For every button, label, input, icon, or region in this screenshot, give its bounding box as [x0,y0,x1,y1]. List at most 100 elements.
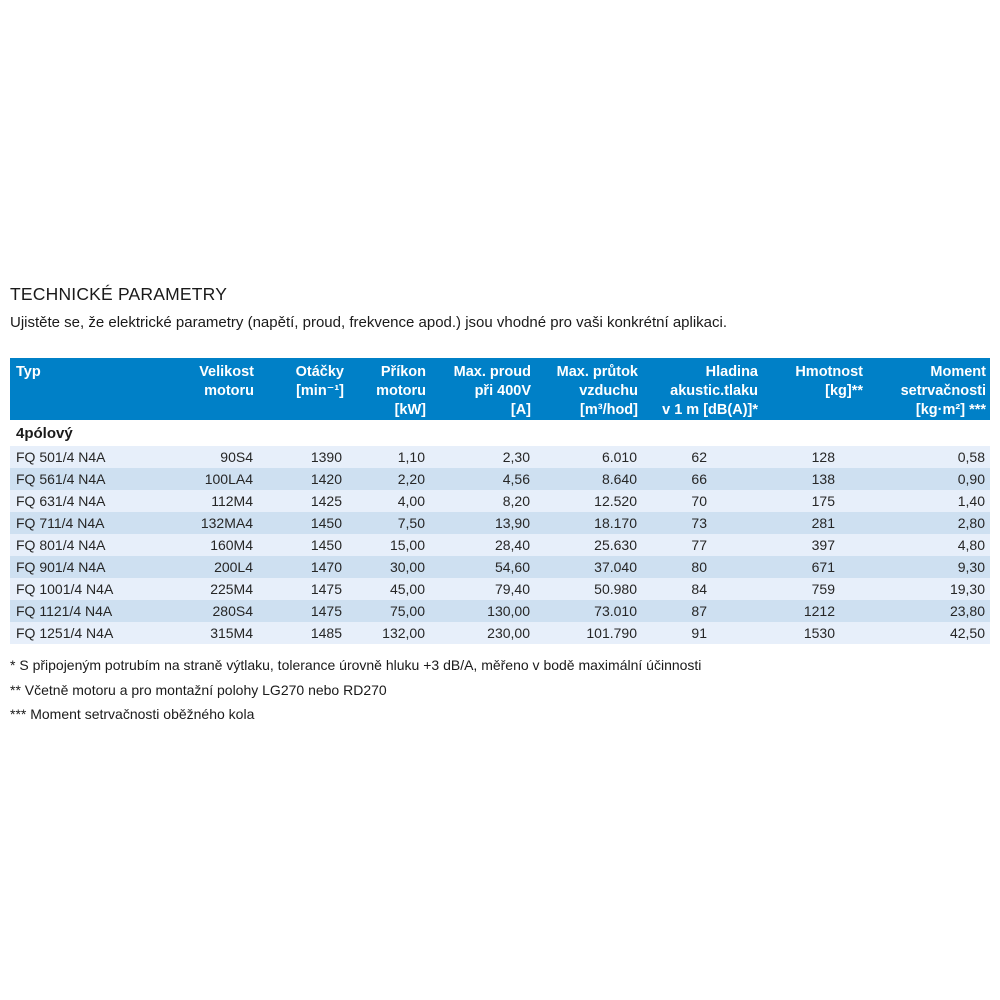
table-cell: 90S4 [170,446,258,468]
table-cell: 1475 [258,600,348,622]
footnote-1: * S připojeným potrubím na straně výtlak… [10,657,702,673]
table-cell: 1475 [258,578,348,600]
table-cell: 7,50 [348,512,430,534]
table-row: FQ 801/4 N4A 160M4 1450 15,00 28,40 25.630 77 3… [10,534,990,556]
table-row: FQ 561/4 N4A 100LA4 1420 2,20 4,56 8.640 66 138… [10,468,990,490]
table-cell: FQ 561/4 N4A [10,468,170,490]
table-cell: 12.520 [535,490,642,512]
col-header-prikon-motoru: Příkon motoru [kW] [348,358,430,420]
table-cell: 175 [762,490,867,512]
table-cell: 77 [642,534,762,556]
table-cell: 1470 [258,556,348,578]
table-cell: 19,30 [867,578,990,600]
table-cell: 1212 [762,600,867,622]
section-label: 4pólový [10,420,990,446]
table-section-row: 4pólový [10,420,990,446]
table-cell: FQ 1121/4 N4A [10,600,170,622]
table-cell: FQ 711/4 N4A [10,512,170,534]
intro-text: Ujistěte se, že elektrické parametry (na… [10,314,728,331]
table-row: FQ 711/4 N4A 132MA4 1450 7,50 13,90 18.170 73 2… [10,512,990,534]
col-header-max-prutok: Max. průtok vzduchu [m³/hod] [535,358,642,420]
table-cell: 1450 [258,534,348,556]
table-row: FQ 1001/4 N4A 225M4 1475 45,00 79,40 50.980 84… [10,578,990,600]
table-cell: 50.980 [535,578,642,600]
table-cell: FQ 501/4 N4A [10,446,170,468]
table-cell: 1530 [762,622,867,644]
table-cell: 1450 [258,512,348,534]
footnote-3: *** Moment setrvačnosti oběžného kola [10,706,255,722]
table-cell: 18.170 [535,512,642,534]
table-cell: 42,50 [867,622,990,644]
table-cell: 1420 [258,468,348,490]
col-header-moment-setrvacnosti: Moment setrvačnosti [kg·m²] *** [867,358,990,420]
col-header-velikost-motoru: Velikost motoru [170,358,258,420]
table-cell: 281 [762,512,867,534]
table-cell: 30,00 [348,556,430,578]
table-cell: 671 [762,556,867,578]
table-cell: 80 [642,556,762,578]
col-header-hmotnost: Hmotnost [kg]** [762,358,867,420]
table-cell: 91 [642,622,762,644]
table-cell: FQ 901/4 N4A [10,556,170,578]
table-row: FQ 631/4 N4A 112M4 1425 4,00 8,20 12.520 70 175… [10,490,990,512]
table-cell: 1425 [258,490,348,512]
footnote-2: ** Včetně motoru a pro montažní polohy L… [10,681,387,698]
table-cell: 28,40 [430,534,535,556]
table-cell: 130,00 [430,600,535,622]
table-header: Typ Velikost motoru Otáčky [min⁻¹] Příko… [10,358,990,420]
col-header-typ: Typ [10,358,170,420]
table-cell: 0,90 [867,468,990,490]
table-cell: 225M4 [170,578,258,600]
table-cell: 1485 [258,622,348,644]
table-cell: 73.010 [535,600,642,622]
document-page: TECHNICKÉ PARAMETRY Ujistěte se, že elek… [10,284,990,727]
table-cell: 87 [642,600,762,622]
table-cell: 2,30 [430,446,535,468]
table-cell: 8.640 [535,468,642,490]
table-row: FQ 501/4 N4A 90S4 1390 1,10 2,30 6.010 62 128 0,… [10,446,990,468]
table-cell: 4,56 [430,468,535,490]
table-cell: 25.630 [535,534,642,556]
table-cell: FQ 1251/4 N4A [10,622,170,644]
table-row: FQ 1251/4 N4A 315M4 1485 132,00 230,00 101.79… [10,622,990,644]
table-row: FQ 1121/4 N4A 280S4 1475 75,00 130,00 73.010 8… [10,600,990,622]
table-cell: FQ 1001/4 N4A [10,578,170,600]
table-cell: 315M4 [170,622,258,644]
page-title: TECHNICKÉ PARAMETRY [10,284,228,304]
table-cell: 138 [762,468,867,490]
table-cell: 37.040 [535,556,642,578]
table-cell: 759 [762,578,867,600]
table-cell: 73 [642,512,762,534]
table-cell: 100LA4 [170,468,258,490]
table-cell: 70 [642,490,762,512]
table-cell: 79,40 [430,578,535,600]
table-cell: 0,58 [867,446,990,468]
col-header-otacky: Otáčky [min⁻¹] [258,358,348,420]
col-header-max-proud: Max. proud při 400V [A] [430,358,535,420]
footnotes: * S připojeným potrubím na straně výtlak… [10,653,990,727]
table-cell: 45,00 [348,578,430,600]
table-cell: 54,60 [430,556,535,578]
table-cell: 101.790 [535,622,642,644]
table-cell: 132MA4 [170,512,258,534]
table-cell: 1,40 [867,490,990,512]
table-cell: 15,00 [348,534,430,556]
table-cell: 230,00 [430,622,535,644]
table-cell: 23,80 [867,600,990,622]
table-cell: 8,20 [430,490,535,512]
table-cell: 128 [762,446,867,468]
table-body: 4pólový FQ 501/4 N4A 90S4 1390 1,10 2,30 6.01… [10,420,990,644]
table-cell: 75,00 [348,600,430,622]
table-cell: 2,80 [867,512,990,534]
table-cell: 4,80 [867,534,990,556]
table-cell: 160M4 [170,534,258,556]
table-cell: 112M4 [170,490,258,512]
table-cell: 13,90 [430,512,535,534]
table-cell: 200L4 [170,556,258,578]
table-cell: 66 [642,468,762,490]
table-cell: 397 [762,534,867,556]
table-cell: 6.010 [535,446,642,468]
table-cell: 1390 [258,446,348,468]
table-cell: 1,10 [348,446,430,468]
table-header-row: Typ Velikost motoru Otáčky [min⁻¹] Příko… [10,358,990,420]
